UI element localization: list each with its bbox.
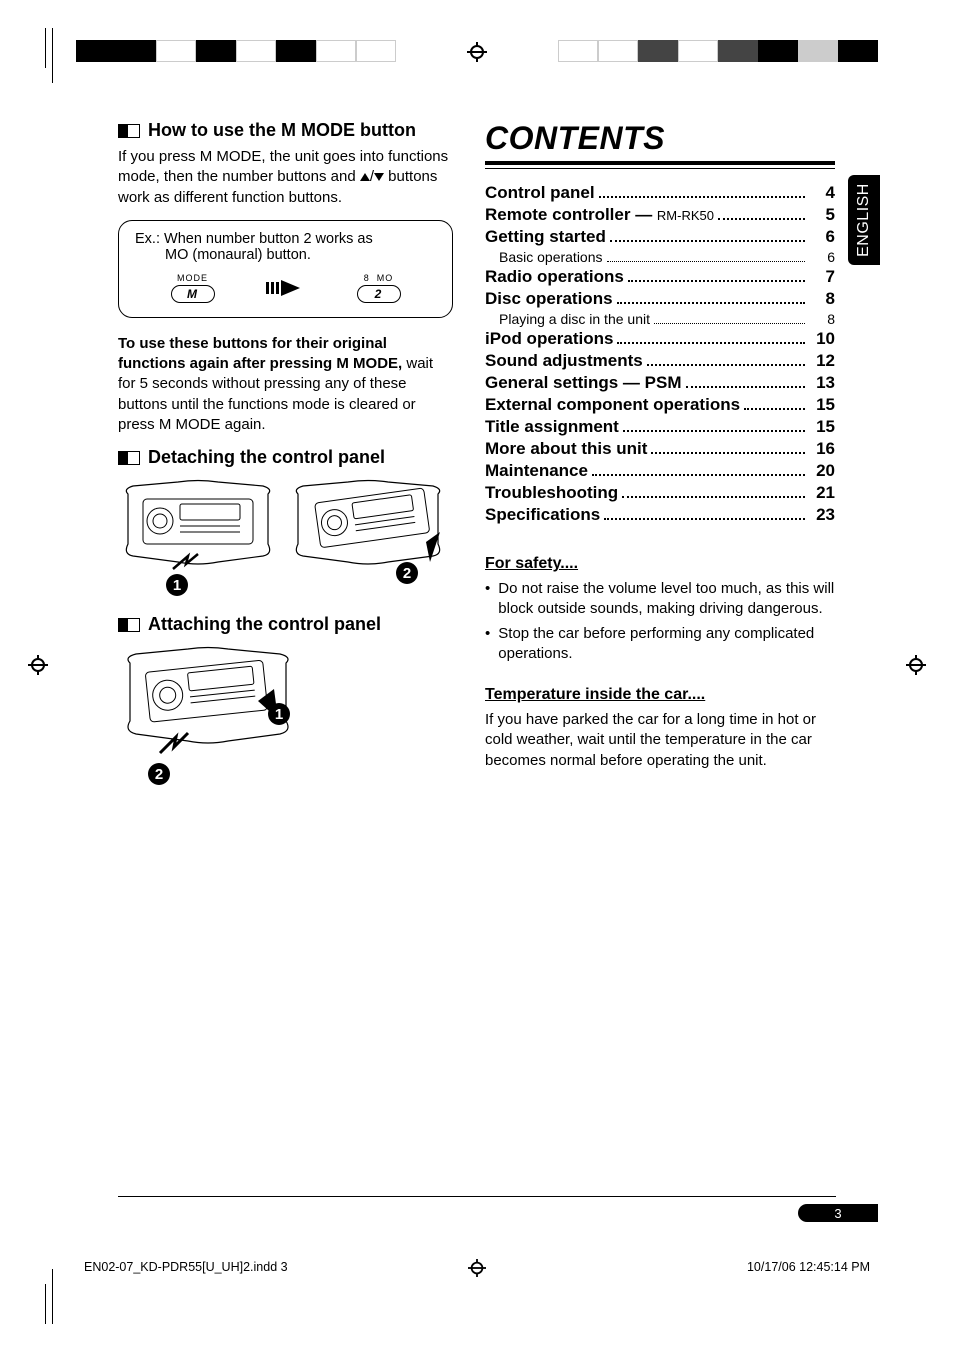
- example-line-2: MO (monaural) button.: [135, 247, 436, 263]
- toc-row: More about this unit 16: [485, 439, 835, 459]
- toc-row: Title assignment 15: [485, 417, 835, 437]
- mmode-title: How to use the M MODE button: [148, 120, 416, 141]
- toc-page: 8: [809, 289, 835, 309]
- toc-page: 5: [809, 205, 835, 225]
- temperature-body: If you have parked the car for a long ti…: [485, 710, 835, 771]
- safety-bullet-1: •Do not raise the volume level too much,…: [485, 579, 835, 620]
- reg-cross-left: [28, 655, 48, 680]
- language-tab: ENGLISH: [848, 175, 880, 265]
- page-number: 3: [798, 1204, 878, 1222]
- toc-row: Remote controller — RM-RK50 5: [485, 205, 835, 225]
- toc-row: Troubleshooting 21: [485, 483, 835, 503]
- toc-page: 23: [809, 505, 835, 525]
- reg-cross-right: [906, 655, 926, 680]
- toc-label: Basic operations: [499, 249, 603, 265]
- toc-page: 20: [809, 461, 835, 481]
- toc-label: Remote controller — RM-RK50: [485, 205, 714, 225]
- attach-heading: Attaching the control panel: [118, 614, 453, 635]
- toc-label: General settings — PSM: [485, 373, 682, 393]
- detach-heading: Detaching the control panel: [118, 447, 453, 468]
- toc-row: Basic operations 6: [485, 249, 835, 265]
- toc-label: Maintenance: [485, 461, 588, 481]
- temperature-heading: Temperature inside the car....: [485, 686, 835, 704]
- left-column: How to use the M MODE button If you pres…: [118, 120, 453, 801]
- attach-title: Attaching the control panel: [148, 614, 381, 635]
- toc-page: 4: [809, 183, 835, 203]
- footer-filename: EN02-07_KD-PDR55[U_UH]2.indd 3: [84, 1260, 288, 1274]
- footer: EN02-07_KD-PDR55[U_UH]2.indd 3 10/17/06 …: [84, 1260, 870, 1274]
- mmode-body: If you press M MODE, the unit goes into …: [118, 147, 453, 208]
- toc-page: 16: [809, 439, 835, 459]
- detach-title: Detaching the control panel: [148, 447, 385, 468]
- step-1-icon: 1: [268, 703, 290, 725]
- mmode-note: To use these buttons for their original …: [118, 334, 453, 435]
- toc-page: 15: [809, 417, 835, 437]
- step-2-icon: 2: [396, 562, 418, 584]
- toc-row: Specifications 23: [485, 505, 835, 525]
- mode-button-illustration: MODE M: [171, 273, 215, 303]
- attach-diagram: 1 2: [118, 641, 453, 781]
- registration-marks-top: [0, 40, 954, 70]
- toc-page: 6: [809, 227, 835, 247]
- toc-page: 15: [809, 395, 835, 415]
- toc-label: Disc operations: [485, 289, 613, 309]
- toc-label: Getting started: [485, 227, 606, 247]
- example-box: Ex.: When number button 2 works as MO (m…: [118, 220, 453, 318]
- toc-row: External component operations 15: [485, 395, 835, 415]
- toc-label: More about this unit: [485, 439, 647, 459]
- step-2-icon: 2: [148, 763, 170, 785]
- square-bullet-icon: [118, 618, 140, 632]
- toc-row: Sound adjustments 12: [485, 351, 835, 371]
- contents-title: CONTENTS: [485, 120, 835, 157]
- safety-heading: For safety....: [485, 555, 835, 573]
- toc-list: Control panel4Remote controller — RM-RK5…: [485, 183, 835, 525]
- right-column: CONTENTS Control panel4Remote controller…: [485, 120, 835, 801]
- toc-label: Title assignment: [485, 417, 619, 437]
- button-2-illustration: 8 MO 2: [357, 273, 401, 303]
- arrow-icon: [266, 278, 306, 298]
- toc-label: Playing a disc in the unit: [499, 311, 650, 327]
- toc-page: 13: [809, 373, 835, 393]
- toc-row: Control panel 4: [485, 183, 835, 203]
- toc-row: Playing a disc in the unit 8: [485, 311, 835, 327]
- toc-label: Control panel: [485, 183, 595, 203]
- step-1-icon: 1: [166, 574, 188, 596]
- toc-row: General settings — PSM 13: [485, 373, 835, 393]
- detach-diagram: 1 2: [118, 474, 453, 594]
- toc-label: Troubleshooting: [485, 483, 618, 503]
- mmode-heading: How to use the M MODE button: [118, 120, 453, 141]
- example-line-1: Ex.: When number button 2 works as: [135, 231, 436, 247]
- toc-row: Radio operations 7: [485, 267, 835, 287]
- toc-label: External component operations: [485, 395, 740, 415]
- toc-row: Maintenance 20: [485, 461, 835, 481]
- toc-label: Specifications: [485, 505, 600, 525]
- square-bullet-icon: [118, 451, 140, 465]
- toc-page: 21: [809, 483, 835, 503]
- square-bullet-icon: [118, 124, 140, 138]
- toc-page: 8: [809, 311, 835, 327]
- toc-page: 10: [809, 329, 835, 349]
- footer-timestamp: 10/17/06 12:45:14 PM: [747, 1260, 870, 1274]
- toc-row: Getting started 6: [485, 227, 835, 247]
- toc-page: 12: [809, 351, 835, 371]
- toc-label: Sound adjustments: [485, 351, 643, 371]
- toc-row: iPod operations 10: [485, 329, 835, 349]
- bottom-rule: [118, 1196, 836, 1197]
- toc-page: 6: [809, 249, 835, 265]
- toc-label: iPod operations: [485, 329, 613, 349]
- toc-page: 7: [809, 267, 835, 287]
- safety-bullet-2: •Stop the car before performing any comp…: [485, 624, 835, 665]
- toc-label: Radio operations: [485, 267, 624, 287]
- toc-row: Disc operations 8: [485, 289, 835, 309]
